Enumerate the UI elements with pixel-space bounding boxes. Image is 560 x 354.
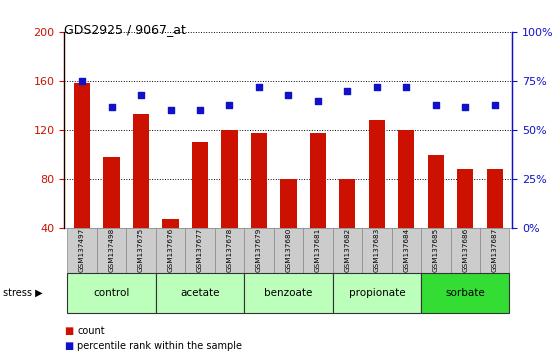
Text: GSM137683: GSM137683 <box>374 228 380 272</box>
Bar <box>127 228 156 273</box>
Point <box>137 92 146 98</box>
Bar <box>333 273 421 313</box>
Point <box>225 102 234 107</box>
Point <box>78 78 87 84</box>
Text: sorbate: sorbate <box>445 288 485 298</box>
Text: stress ▶: stress ▶ <box>3 288 43 298</box>
Point <box>402 84 411 90</box>
Bar <box>192 142 208 228</box>
Text: GSM137678: GSM137678 <box>226 228 232 272</box>
Text: count: count <box>77 326 105 336</box>
Text: ■: ■ <box>64 341 74 351</box>
Bar <box>156 228 185 273</box>
Text: control: control <box>94 288 130 298</box>
Bar <box>362 228 391 273</box>
Bar <box>303 228 333 273</box>
Point <box>372 84 381 90</box>
Bar <box>104 157 120 228</box>
Point <box>461 104 470 109</box>
Bar <box>221 130 237 228</box>
Bar <box>480 228 510 273</box>
Bar <box>339 179 356 228</box>
Text: benzoate: benzoate <box>264 288 312 298</box>
Point <box>166 108 175 113</box>
Text: ■: ■ <box>64 326 74 336</box>
Text: GSM137498: GSM137498 <box>109 228 115 272</box>
Text: GDS2925 / 9067_at: GDS2925 / 9067_at <box>64 23 186 36</box>
Point <box>254 84 263 90</box>
Text: GSM137679: GSM137679 <box>256 228 262 272</box>
Bar <box>281 179 296 228</box>
Bar <box>244 273 333 313</box>
Bar <box>162 218 179 228</box>
Bar <box>421 273 510 313</box>
Bar <box>97 228 127 273</box>
Text: GSM137686: GSM137686 <box>462 228 468 272</box>
Bar <box>67 273 156 313</box>
Bar <box>333 228 362 273</box>
Point <box>431 102 440 107</box>
Bar <box>214 228 244 273</box>
Bar <box>398 130 414 228</box>
Bar <box>251 132 267 228</box>
Text: GSM137687: GSM137687 <box>492 228 498 272</box>
Bar <box>156 273 244 313</box>
Bar <box>274 228 303 273</box>
Text: GSM137685: GSM137685 <box>433 228 439 272</box>
Bar <box>487 170 503 228</box>
Bar <box>310 132 326 228</box>
Bar <box>368 120 385 228</box>
Text: GSM137497: GSM137497 <box>79 228 85 272</box>
Bar <box>391 228 421 273</box>
Bar <box>74 84 90 228</box>
Text: GSM137676: GSM137676 <box>167 228 174 272</box>
Bar <box>244 228 274 273</box>
Bar <box>457 170 473 228</box>
Point <box>195 108 204 113</box>
Text: GSM137680: GSM137680 <box>286 228 291 272</box>
Bar <box>450 228 480 273</box>
Text: GSM137684: GSM137684 <box>403 228 409 272</box>
Text: acetate: acetate <box>180 288 220 298</box>
Point <box>284 92 293 98</box>
Text: propionate: propionate <box>348 288 405 298</box>
Text: GSM137681: GSM137681 <box>315 228 321 272</box>
Text: GSM137677: GSM137677 <box>197 228 203 272</box>
Point <box>314 98 323 103</box>
Point <box>343 88 352 94</box>
Bar <box>185 228 214 273</box>
Bar <box>428 155 444 228</box>
Text: GSM137682: GSM137682 <box>344 228 351 272</box>
Bar <box>133 114 149 228</box>
Point <box>107 104 116 109</box>
Bar <box>421 228 450 273</box>
Text: percentile rank within the sample: percentile rank within the sample <box>77 341 242 351</box>
Bar <box>67 228 97 273</box>
Point <box>490 102 499 107</box>
Text: GSM137675: GSM137675 <box>138 228 144 272</box>
